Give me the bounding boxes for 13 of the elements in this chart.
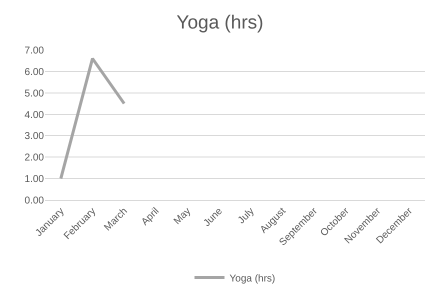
y-tick-label: 5.00 xyxy=(24,88,44,100)
y-tick-label: 3.00 xyxy=(24,131,44,142)
x-tick-label: June xyxy=(202,206,226,229)
y-tick-label: 4.00 xyxy=(24,110,44,121)
x-tick-label: July xyxy=(236,206,256,226)
y-tick-label: 6.00 xyxy=(24,66,44,78)
y-tick-label: 1.00 xyxy=(24,174,44,186)
legend-label: Yoga (hrs) xyxy=(230,273,276,284)
x-tick-label: May xyxy=(172,206,194,228)
chart-title: Yoga (hrs) xyxy=(176,12,264,34)
y-tick-label: 0.00 xyxy=(24,196,44,206)
y-tick-label: 7.00 xyxy=(24,46,44,56)
y-tick-label: 2.00 xyxy=(24,152,44,164)
